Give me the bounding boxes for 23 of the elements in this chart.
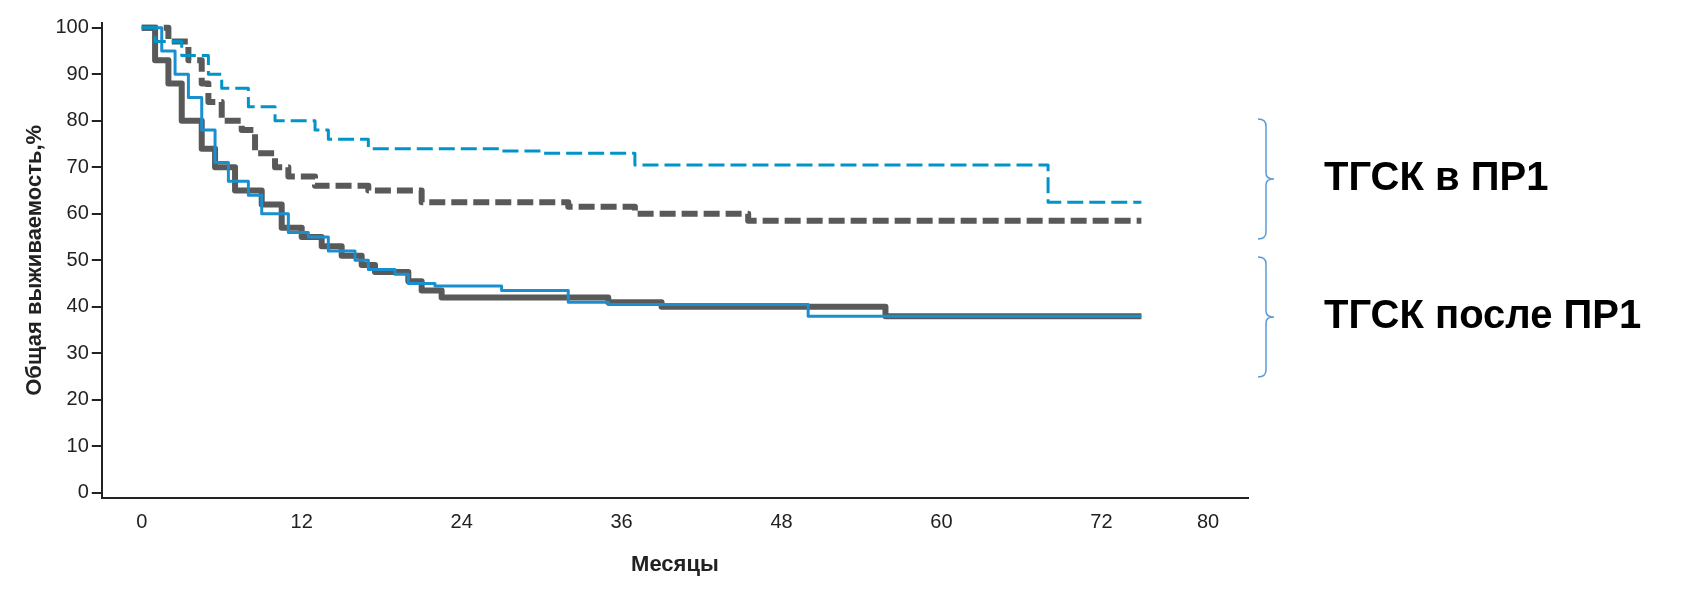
x-tick-label: 12	[290, 510, 313, 533]
y-tick-label: 60	[66, 201, 89, 224]
y-tick-label: 50	[66, 247, 89, 270]
x-tick-label: 48	[770, 510, 793, 533]
y-tick-label: 80	[66, 108, 89, 131]
text: ТГСК после ПР1	[1324, 292, 1642, 337]
x-tick-label: 0	[136, 510, 148, 533]
x-tick-label: 60	[930, 510, 953, 533]
x-tick-label: 80	[1196, 510, 1220, 533]
y-tick-label: 0	[77, 480, 89, 503]
x-axis-title: Месяцы	[631, 550, 719, 576]
x-tick-label: 72	[1090, 510, 1113, 533]
y-tick-label: 20	[66, 387, 89, 410]
y-tick-label: 10	[66, 433, 89, 456]
y-tick-label: 30	[66, 340, 89, 363]
y-axis-title: Общая выживаемость,%	[21, 124, 47, 396]
x-tick-label: 36	[610, 510, 633, 533]
y-tick-label: 100	[55, 15, 89, 38]
y-tick-label: 70	[66, 154, 89, 177]
x-tick-label: 24	[450, 510, 473, 533]
y-tick-label: 40	[66, 294, 89, 317]
text: ТГСК в ПР1	[1324, 154, 1549, 199]
y-tick-label: 90	[66, 61, 89, 84]
